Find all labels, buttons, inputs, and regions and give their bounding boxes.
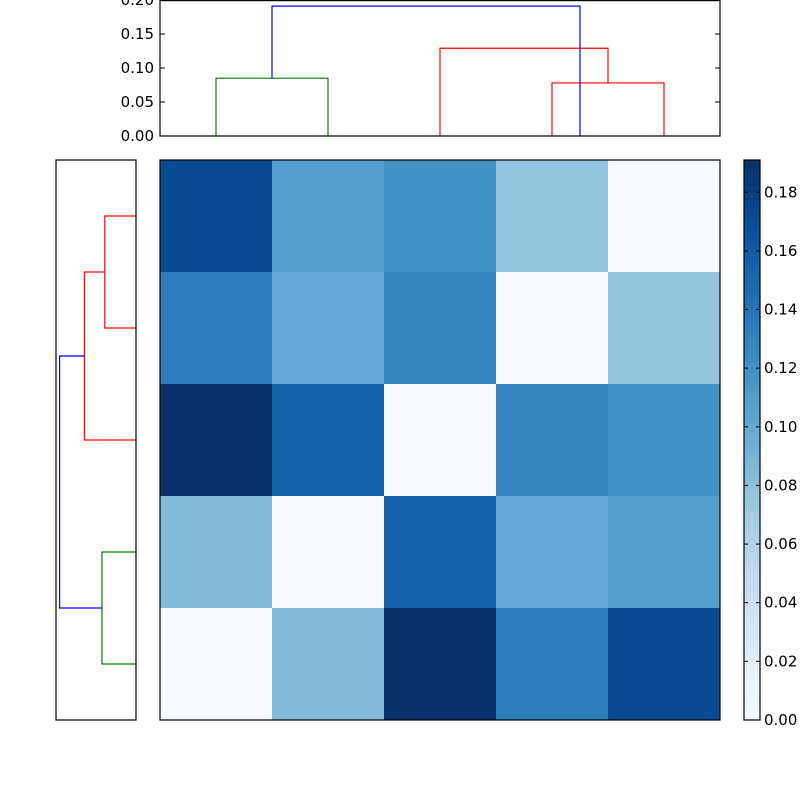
heatmap-cell	[272, 608, 385, 721]
heatmap-cell	[608, 272, 721, 385]
heatmap-cell	[160, 384, 273, 497]
heatmap-frame	[159, 159, 721, 721]
heatmap-cell	[496, 496, 609, 609]
colorbar-tick-label: 0.08	[764, 476, 797, 494]
colorbar-tick-label: 0.02	[764, 652, 797, 670]
colorbar: 0.00 0.02 0.04 0.06 0.08 0.10 0.12 0.14 0.16 0.18	[743, 159, 797, 729]
dendrogram-link	[271, 5, 581, 136]
heatmap-cell	[272, 496, 385, 609]
top-dendrogram: 0.00 0.05 0.10 0.15 0.20	[121, 0, 721, 145]
y-tick-label: 0.15	[121, 25, 154, 43]
y-tick-label: 0.00	[121, 127, 154, 145]
colorbar-tick-label: 0.10	[764, 418, 797, 436]
left-dendrogram	[55, 159, 137, 721]
heatmap-cell	[272, 160, 385, 273]
heatmap-cell	[496, 608, 609, 721]
heatmap-cell	[608, 496, 721, 609]
heatmap-cell	[384, 384, 497, 497]
dendrogram-link	[439, 47, 609, 136]
colorbar-tick-label: 0.12	[764, 359, 797, 377]
heatmap-cell	[160, 272, 273, 385]
heatmap-cell	[608, 384, 721, 497]
heatmap-cell	[160, 160, 273, 273]
heatmap-cell	[608, 160, 721, 273]
dendrogram-link	[83, 271, 136, 441]
dendrogram-link	[59, 355, 102, 609]
dendrogram-link	[104, 215, 136, 329]
dendrogram-link	[101, 551, 136, 665]
y-tick-label: 0.05	[121, 93, 154, 111]
heatmap-cell	[272, 384, 385, 497]
dendrogram-link	[551, 82, 665, 136]
heatmap-cell	[160, 496, 273, 609]
dendrogram-link	[215, 77, 329, 136]
colorbar-tick-label: 0.14	[764, 301, 797, 319]
colorbar-gradient	[743, 159, 761, 721]
heatmap-cell	[384, 160, 497, 273]
heatmap-cell	[160, 608, 273, 721]
heatmap-cell	[384, 608, 497, 721]
heatmap-cell	[384, 496, 497, 609]
colorbar-tick-label: 0.00	[764, 711, 797, 729]
heatmap	[159, 159, 721, 721]
colorbar-tick-label: 0.04	[764, 594, 797, 612]
colorbar-tick-label: 0.18	[764, 183, 797, 201]
colorbar-tick-label: 0.06	[764, 535, 797, 553]
heatmap-cell	[608, 608, 721, 721]
heatmap-cell	[496, 272, 609, 385]
left-dendrogram-frame	[55, 159, 137, 721]
heatmap-cell	[496, 160, 609, 273]
y-tick-label: 0.10	[121, 59, 154, 77]
heatmap-cell	[384, 272, 497, 385]
heatmap-cell	[496, 384, 609, 497]
y-tick-label: 0.20	[121, 0, 154, 9]
heatmap-cell	[272, 272, 385, 385]
colorbar-tick-label: 0.16	[764, 242, 797, 260]
